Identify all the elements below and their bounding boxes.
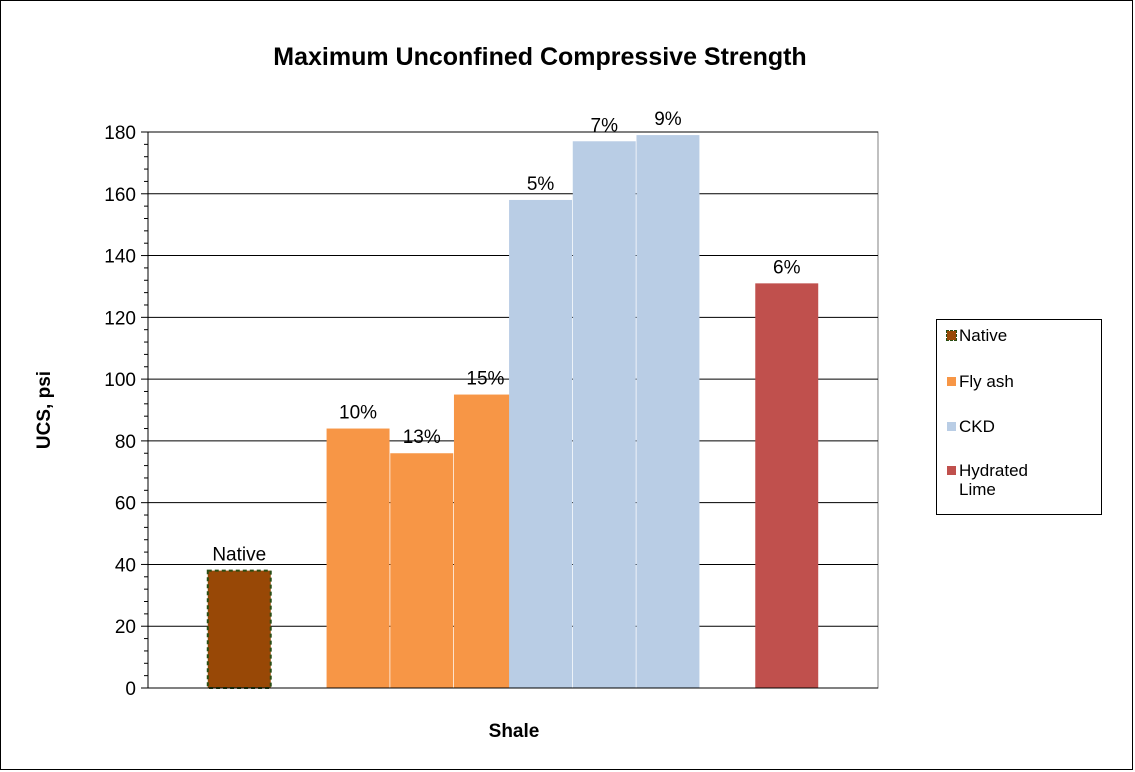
- legend-label: Fly ash: [959, 372, 1014, 391]
- legend-swatch: [947, 466, 956, 475]
- y-axis-title: UCS, psi: [34, 371, 55, 449]
- bar-ckd-5pct: [509, 199, 573, 688]
- legend-item-hydrated-lime: Hydrated Lime: [947, 461, 1069, 499]
- y-tick-label: 80: [115, 432, 136, 453]
- bar-data-label: 5%: [527, 174, 555, 195]
- legend-swatch: [947, 422, 956, 431]
- data-labels: Native 10% 13% 15% 5% 7% 9% 6%: [212, 109, 800, 566]
- y-tick-label: 20: [115, 617, 136, 638]
- bars: [206, 135, 819, 689]
- y-axis: 0 20 40 60 80 100 120 140 160 180: [104, 123, 878, 700]
- bar-hydrated-lime-6pct: [755, 283, 819, 688]
- legend-item-fly-ash: Fly ash: [947, 372, 1069, 391]
- y-tick-label: 0: [125, 679, 136, 700]
- y-tick-label: 100: [104, 370, 136, 391]
- legend-swatch: [947, 377, 956, 386]
- y-tick-label: 160: [104, 185, 136, 206]
- bar-data-label: 9%: [654, 109, 682, 130]
- y-tick-label: 180: [104, 123, 136, 144]
- legend: Native Fly ash CKD Hydrated Lime: [936, 319, 1102, 515]
- bar-data-label: Native: [212, 545, 266, 566]
- y-tick-label: 120: [104, 308, 136, 329]
- legend-item-native: Native: [946, 326, 1069, 345]
- legend-label: CKD: [959, 417, 995, 436]
- bar-data-label: 15%: [466, 369, 504, 390]
- legend-label: Hydrated Lime: [959, 461, 1028, 499]
- bar-ckd-7pct: [572, 141, 636, 688]
- legend-label: Native: [959, 326, 1008, 345]
- bar-data-label: 13%: [403, 427, 441, 448]
- bar-data-label: 6%: [773, 257, 801, 278]
- y-tick-label: 140: [104, 247, 136, 268]
- bar-fly-ash-10pct: [326, 428, 390, 688]
- y-tick-label: 60: [115, 494, 136, 515]
- x-axis-title: Shale: [489, 721, 540, 742]
- bar-fly-ash-13pct: [390, 453, 454, 688]
- bar-native-native: [206, 569, 272, 689]
- y-tick-label: 40: [115, 555, 136, 576]
- legend-swatch: [946, 330, 957, 341]
- bar-fly-ash-15pct: [453, 394, 517, 688]
- bar-data-label: 7%: [591, 115, 619, 136]
- legend-item-ckd: CKD: [947, 417, 1069, 436]
- chart-title: Maximum Unconfined Compressive Strength: [273, 43, 806, 71]
- bar-data-label: 10%: [339, 403, 377, 424]
- bar-ckd-9pct: [636, 135, 700, 689]
